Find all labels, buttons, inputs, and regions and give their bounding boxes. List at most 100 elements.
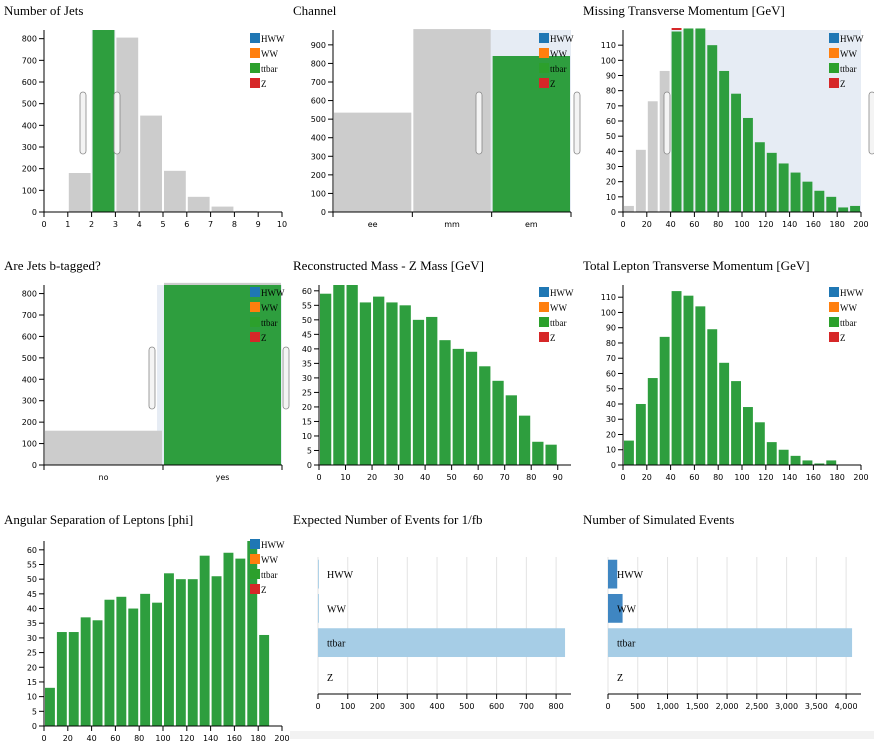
chart-title: Number of Jets <box>4 3 84 18</box>
y-tick-label: 50 <box>606 132 616 141</box>
x-tick-label: 100 <box>340 702 355 711</box>
legend-swatch <box>539 63 549 73</box>
y-tick-label: 10 <box>606 446 616 455</box>
x-tick-label: 400 <box>429 702 444 711</box>
bar <box>479 366 491 465</box>
y-tick-label: 55 <box>27 560 37 569</box>
chart-title: Expected Number of Events for 1/fb <box>293 512 483 527</box>
x-tick-label: 100 <box>734 473 749 482</box>
y-tick-label: 20 <box>606 430 616 439</box>
brush-handle <box>868 91 874 155</box>
x-tick-label: 200 <box>370 702 385 711</box>
legend-swatch <box>250 302 260 312</box>
panel-channel: Channel ee mm em 0 100 200 300 400 500 600 700 800 9… <box>289 0 581 245</box>
y-tick-label: 10 <box>302 432 312 441</box>
background-bar <box>187 196 210 212</box>
x-tick-label: 4 <box>137 220 142 229</box>
y-tick-label: 40 <box>606 400 616 409</box>
y-tick-label: 300 <box>22 397 37 406</box>
x-tick-label: 5 <box>160 220 165 229</box>
x-tick-label: 120 <box>758 473 773 482</box>
y-tick-label: 40 <box>27 605 37 614</box>
legend-label: WW <box>261 303 278 313</box>
chart-mll[interactable]: 0 10 20 30 40 50 60 70 80 90 0 5 10 15 20 25 30 35 40 45 50 5… <box>289 255 575 500</box>
bar <box>247 541 258 726</box>
chart-expected[interactable]: HWW WW ttbar Z 0 100 200 300 400 500 600 700 800 <box>289 509 575 739</box>
y-tick-label: 90 <box>606 324 616 333</box>
x-tick-label: 100 <box>734 220 749 229</box>
x-tick-label: 0 <box>41 220 46 229</box>
y-tick-label: 20 <box>27 663 37 672</box>
bar <box>743 117 753 212</box>
background-bar <box>45 430 162 465</box>
bar <box>731 381 741 465</box>
x-tick-label: ee <box>368 220 378 229</box>
bar <box>104 599 115 726</box>
x-tick-label: 200 <box>853 473 868 482</box>
chart-title: Total Lepton Transverse Momentum [GeV] <box>583 258 810 273</box>
x-tick-label: 10 <box>340 473 350 482</box>
background-bar <box>624 205 634 212</box>
x-tick-label: 1 <box>65 220 70 229</box>
legend-label: ttbar <box>261 64 278 74</box>
x-tick-label: 300 <box>400 702 415 711</box>
bar <box>766 152 777 212</box>
x-tick-label: 20 <box>367 473 377 482</box>
hbar-label: Z <box>617 673 623 684</box>
chart-btag[interactable]: no yes 0 100 200 300 400 500 600 700 800 HWW WW ttbar… <box>0 255 290 500</box>
legend-label: WW <box>840 49 857 59</box>
x-tick-label: 40 <box>420 473 430 482</box>
x-tick-label: 0 <box>316 473 321 482</box>
legend-label: ttbar <box>840 64 857 74</box>
y-tick-label: 0 <box>307 461 312 470</box>
legend-swatch <box>539 287 549 297</box>
y-tick-label: 50 <box>302 316 312 325</box>
y-tick-label: 600 <box>22 78 37 87</box>
y-tick-label: 110 <box>601 293 616 302</box>
y-tick-label: 0 <box>32 722 37 731</box>
hbar-label: ttbar <box>327 639 346 650</box>
x-tick-label: 40 <box>666 220 676 229</box>
legend-swatch <box>829 63 839 73</box>
bar <box>778 163 789 212</box>
bar <box>492 380 504 465</box>
y-tick-label: 80 <box>606 339 616 348</box>
x-tick-label: yes <box>216 473 230 482</box>
x-tick-label: 20 <box>642 220 652 229</box>
chart-channel[interactable]: ee mm em 0 100 200 300 400 500 600 700 800 900 HWW WW t… <box>289 0 581 245</box>
y-tick-label: 200 <box>311 171 326 180</box>
y-tick-label: 110 <box>601 41 616 50</box>
chart-simulated[interactable]: HWW WW ttbar Z 0 500 1,000 1,500 2,000 2,500 3,000… <box>579 509 865 739</box>
x-tick-label: 3 <box>113 220 118 229</box>
bar <box>671 31 682 213</box>
legend-label: ttbar <box>840 318 857 328</box>
legend-swatch <box>250 48 260 58</box>
bar <box>359 302 372 465</box>
x-tick-label: 800 <box>548 702 563 711</box>
legend-label: Z <box>261 79 267 89</box>
chart-title: Number of Simulated Events <box>583 512 735 527</box>
x-tick-label: 2,500 <box>745 702 768 711</box>
background-bar <box>635 149 646 212</box>
y-tick-label: 600 <box>22 332 37 341</box>
y-tick-label: 35 <box>302 359 312 368</box>
x-tick-label: 8 <box>232 220 237 229</box>
legend-label: HWW <box>840 288 864 298</box>
legend-swatch <box>250 78 260 88</box>
bar <box>850 205 860 212</box>
bar <box>790 172 801 212</box>
bar <box>45 687 55 726</box>
x-tick-label: 2 <box>89 220 94 229</box>
legend-label: ttbar <box>550 318 567 328</box>
chart-met[interactable]: 0 20 40 60 80 100 120 140 160 180 200 0 10 20 30 40 50 60… <box>579 0 874 245</box>
chart-dphi[interactable]: 0 20 40 60 80 100 120 140 160 180 2000510152025303… <box>0 509 290 743</box>
bar <box>426 316 438 465</box>
y-tick-label: 100 <box>601 308 616 317</box>
chart-ptll[interactable]: 0 20 40 60 80 100 120 140 160 180 200 0 10 20 30 40 50 60… <box>579 255 869 500</box>
y-tick-label: 20 <box>302 403 312 412</box>
y-tick-label: 30 <box>27 634 37 643</box>
bar <box>164 573 174 726</box>
y-tick-label: 70 <box>606 102 616 111</box>
legend-label: HWW <box>261 288 285 298</box>
